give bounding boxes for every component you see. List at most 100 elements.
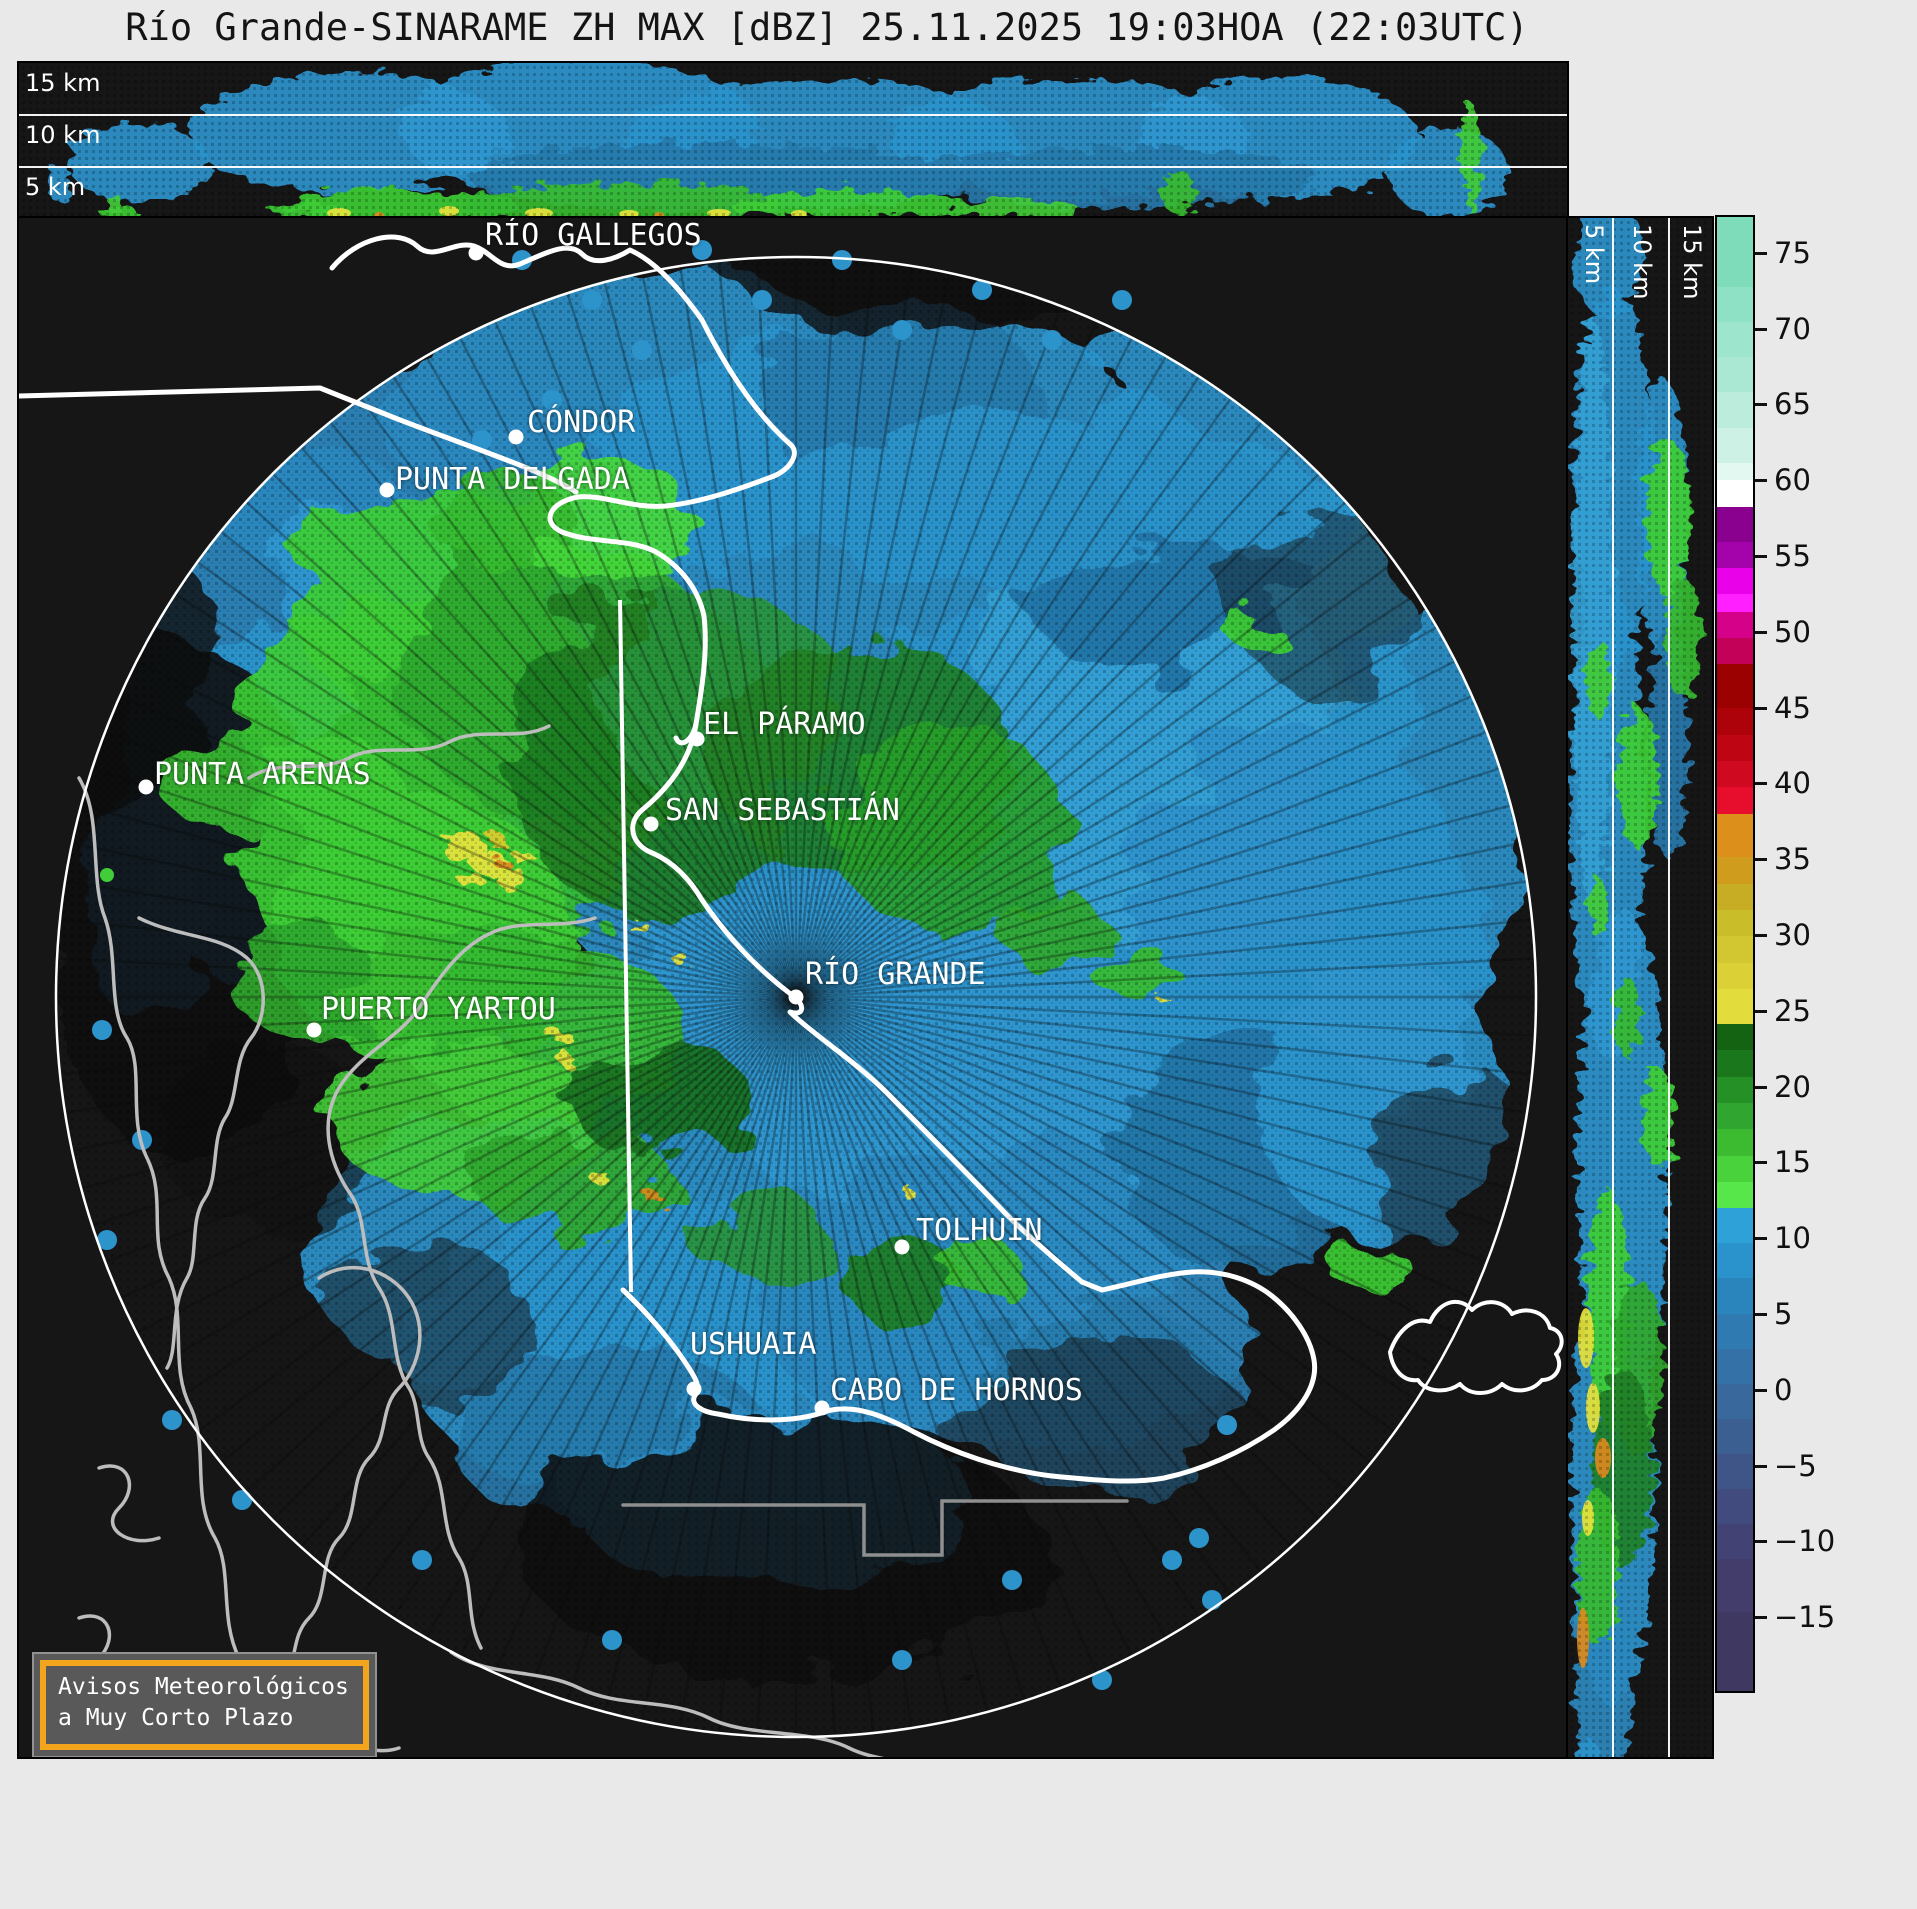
colorbar-tick [1755,403,1767,407]
colorbar-tick [1755,858,1767,862]
colorbar-tick-label: 5 [1774,1297,1793,1332]
colorbar-band [1717,1278,1753,1314]
warning-box[interactable]: Avisos Meteorológicos a Muy Corto Plazo [32,1652,377,1757]
colorbar-band [1717,506,1753,542]
colorbar-tick-label: 35 [1774,842,1811,877]
colorbar-tick-label: 45 [1774,690,1811,725]
colorbar-band [1717,1155,1753,1182]
colorbar-band [1717,1418,1753,1454]
dbz-colorbar [1715,215,1755,1693]
colorbar-tick [1755,1540,1767,1544]
colorbar-band [1717,611,1753,639]
city-label: CABO DE HORNOS [830,1373,1083,1408]
colorbar-band [1717,567,1753,595]
colorbar-band [1717,287,1753,323]
altitude-gridline [19,114,1567,116]
isolated-echo-dots [92,240,1237,1690]
colorbar-band [1717,664,1753,709]
colorbar-tick [1755,1085,1767,1089]
city-dot [894,1239,910,1255]
colorbar-band [1717,1488,1753,1525]
footer: Servicio Meteorológico Nacional Argentin… [0,1761,1917,1909]
colorbar-band [1717,708,1753,735]
colorbar-tick [1755,1237,1767,1241]
city-label: PUNTA ARENAS [154,757,371,792]
colorbar-band [1717,638,1753,665]
city-label: PUNTA DELGADA [395,462,630,497]
range-ring [54,255,1538,1739]
colorbar-band [1717,480,1753,507]
colorbar-tick [1755,782,1767,786]
altitude-label: 10 km [25,121,101,149]
top-xz-panel: 15 km 10 km 5 km [17,61,1569,219]
colorbar-band [1717,1559,1753,1612]
colorbar-tick-label: 15 [1774,1145,1811,1180]
altitude-label: 10 km [1628,224,1656,300]
colorbar-band [1717,462,1753,481]
city-label: RÍO GRANDE [805,957,986,992]
colorbar-band [1717,1611,1753,1691]
colorbar-band [1717,1024,1753,1051]
colorbar-tick [1755,555,1767,559]
colorbar-tick [1755,1464,1767,1468]
colorbar-tick [1755,630,1767,634]
city-label: USHUAIA [690,1327,817,1362]
altitude-gridline [19,166,1567,168]
colorbar-band [1717,910,1753,937]
colorbar-band [1717,357,1753,393]
altitude-label: 15 km [25,69,101,97]
side-yz-panel: 5 km 10 km 15 km [1566,216,1714,1759]
colorbar-band [1717,1453,1753,1489]
colorbar-tick-label: −10 [1774,1524,1836,1559]
colorbar-tick-label: 30 [1774,918,1811,953]
colorbar-band [1717,1524,1753,1560]
colorbar-tick [1755,479,1767,483]
colorbar-band [1717,594,1753,612]
city-label: SAN SEBASTIÁN [665,793,900,828]
colorbar-tick-label: 65 [1774,387,1811,422]
altitude-gridline [1668,218,1670,1757]
colorbar-band [1717,322,1753,358]
altitude-gridline [1612,218,1614,1757]
colorbar-band [1717,962,1753,989]
colorbar-tick-label: 75 [1774,235,1811,270]
city-dot [379,482,395,498]
colorbar-tick [1755,1616,1767,1620]
colorbar-tick [1755,327,1767,331]
colorbar-tick [1755,934,1767,938]
colorbar-tick-label: 20 [1774,1069,1811,1104]
city-dot [814,1400,830,1416]
city-label: CÓNDOR [527,405,636,440]
altitude-label: 15 km [1678,224,1706,300]
warning-line2: a Muy Corto Plazo [58,1705,294,1732]
colorbar-tick-label: 10 [1774,1221,1811,1256]
colorbar-band [1717,734,1753,761]
colorbar-band [1717,1181,1753,1209]
city-dot [686,1381,702,1397]
colorbar-band [1717,1243,1753,1279]
colorbar-tick-label: −15 [1774,1600,1836,1635]
colorbar-tick [1755,1313,1767,1317]
colorbar-band [1717,1208,1753,1244]
colorbar-band [1717,1076,1753,1103]
city-label: PUERTO YARTOU [321,992,556,1027]
city-dot [138,779,154,795]
colorbar-band [1717,217,1753,288]
page-title: Río Grande-SINARAME ZH MAX [dBZ] 25.11.2… [125,6,1529,49]
colorbar-band [1717,541,1753,568]
colorbar-tick [1755,251,1767,255]
city-dot [306,1022,322,1038]
city-label: RÍO GALLEGOS [485,218,702,253]
colorbar-tick-label: −5 [1774,1448,1817,1483]
colorbar-band [1717,392,1753,428]
colorbar-tick-label: 50 [1774,614,1811,649]
coastline-gray [77,724,1129,1757]
colorbar-band [1717,1102,1753,1130]
colorbar-tick-label: 25 [1774,993,1811,1028]
colorbar-band [1717,760,1753,788]
colorbar-band [1717,1129,1753,1156]
city-dot [689,731,705,747]
city-label: TOLHUIN [916,1213,1043,1248]
colorbar-band [1717,1348,1753,1384]
